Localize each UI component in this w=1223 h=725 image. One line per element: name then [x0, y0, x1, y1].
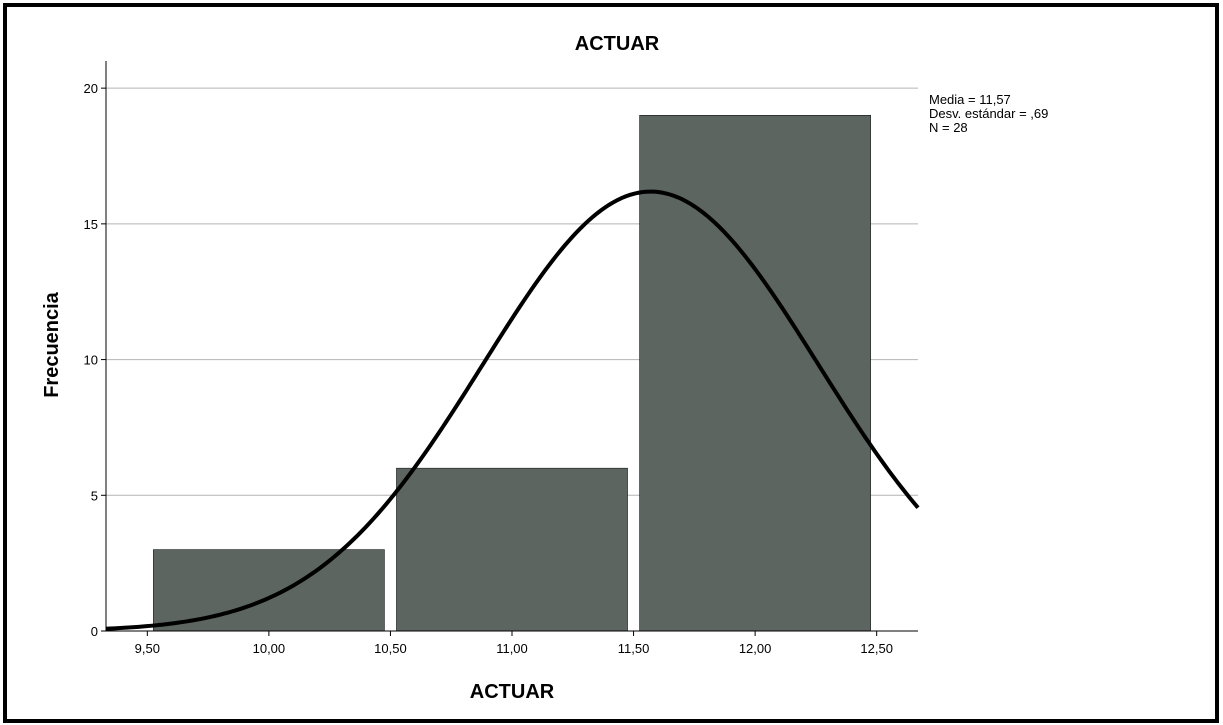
y-tick-label: 20 [84, 81, 98, 96]
normal-curve [105, 189, 920, 631]
y-tick-label: 10 [84, 353, 98, 368]
chart-title: ACTUAR [575, 33, 660, 55]
x-tick-label: 10,00 [253, 641, 286, 656]
y-tick-label: 0 [91, 624, 98, 639]
x-tick-label: 11,50 [618, 641, 650, 656]
stats-std: Desv. estándar = ,69 [929, 106, 1048, 121]
x-tick-label: 12,00 [739, 641, 772, 656]
bars [153, 115, 871, 632]
stats-n: N = 28 [929, 120, 968, 135]
stats-mean: Media = 11,57 [929, 92, 1011, 107]
x-tick-label: 11,00 [496, 641, 528, 656]
x-tick-label: 9,50 [135, 641, 160, 656]
x-tick-label: 10,50 [374, 641, 407, 656]
histogram-bar [396, 467, 628, 632]
histogram-bar [639, 115, 871, 632]
y-tick-labels: 0 5 10 15 20 [84, 81, 106, 639]
y-tick-label: 5 [91, 488, 98, 503]
histogram-bar [153, 549, 385, 632]
x-tick-labels: 9,50 10,00 10,50 11,00 11,50 12,00 12,50 [135, 631, 893, 656]
y-axis-label: Frecuencia [41, 291, 63, 397]
x-tick-label: 12,50 [860, 641, 893, 656]
x-axis-label: ACTUAR [470, 681, 555, 703]
y-tick-label: 15 [84, 217, 98, 232]
stats-box: Media = 11,57 Desv. estándar = ,69 N = 2… [929, 92, 1048, 135]
